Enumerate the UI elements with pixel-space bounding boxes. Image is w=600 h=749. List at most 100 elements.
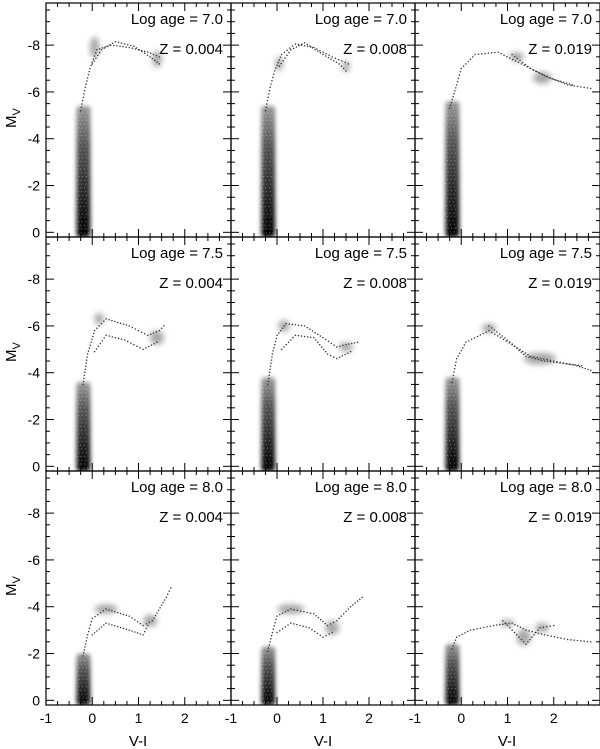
track-point [465,63,467,65]
ms-star [84,179,86,181]
ms-star [86,388,88,390]
track-point [537,71,540,74]
ms-star [454,160,456,162]
track-point [119,626,122,629]
ms-star [446,167,448,169]
ms-star [76,671,79,673]
track-point [553,624,555,627]
ms-star [85,403,87,405]
ms-star [454,216,456,218]
track-point [142,634,144,636]
track-point [125,628,128,630]
track-point [98,51,101,54]
track-point [89,67,91,70]
track-point [111,336,114,338]
track-point [486,626,488,628]
panel-frame [414,236,600,472]
ms-star [261,402,263,404]
track-point [163,325,165,327]
track-point [453,367,456,370]
track-point [94,615,96,618]
ms-star [454,391,456,393]
ms-star [450,208,453,210]
ms-star [264,421,267,423]
ms-star [263,138,265,140]
track-point [347,608,350,610]
ms-star [81,433,84,435]
track-point [573,85,575,87]
track-point [142,348,144,351]
x-tick-label: 1 [504,710,512,726]
ms-star [445,145,447,147]
ms-star [446,454,448,457]
track-point [147,345,150,348]
ms-star [452,107,454,109]
track-point [325,634,327,637]
y-tick-label: -2 [28,178,41,194]
track-point [561,81,563,84]
track-point [540,359,543,361]
ms-star [450,398,452,400]
cmd-panel: Log age = 7.0 Z = 0.019 [414,2,600,238]
clump-blob [339,342,353,352]
track-point [448,107,451,110]
track-point [81,99,84,102]
track-point [269,641,271,643]
ms-star [76,179,79,181]
ms-star [268,458,270,460]
cmd-panel: Log age = 7.5 Z = 0.019 [414,236,600,472]
ms-star [269,425,271,427]
ms-star [81,682,83,684]
ms-star [266,667,268,670]
track-point [295,46,298,48]
ms-star [78,414,80,416]
ms-star [269,667,272,670]
ms-star [269,220,272,223]
ms-star [450,167,452,169]
ms-star [264,652,267,655]
track-point [154,614,157,617]
track-point [311,628,313,631]
ms-star [83,701,85,703]
ms-star [77,422,79,424]
track-point [509,341,511,343]
track-point [336,357,338,360]
track-point [319,335,322,337]
ms-star [450,205,452,207]
ms-star [264,149,267,152]
age-label: Log age = 8.0 [315,479,407,496]
clump-blob [150,330,164,345]
track-point [319,49,321,52]
track-point [318,343,321,346]
ms-star [81,693,83,695]
x-tick-label: 1 [319,710,327,726]
track-point [316,632,319,635]
ms-star [446,387,448,389]
track-point [524,63,527,66]
ms-star [81,176,84,178]
age-label: Log age = 7.5 [131,245,223,262]
track-point [152,53,155,56]
track-point [580,364,583,367]
track-point [303,335,306,338]
ms-star [263,428,265,430]
track-point [502,623,504,626]
track-point [281,627,284,630]
ms-star [270,679,272,681]
track-point [311,47,314,49]
ms-star [454,658,456,660]
ms-star [450,454,452,457]
track-point [291,323,294,326]
track-point [495,624,498,626]
ms-star [262,191,264,193]
ms-star [447,391,449,393]
track-point [549,359,552,362]
ms-star [269,454,272,457]
track-point [338,356,341,359]
track-point [158,63,161,65]
track-point [90,620,93,623]
track-point [114,40,117,43]
track-point [522,641,525,643]
track-point [309,612,312,614]
ms-star [80,671,82,673]
